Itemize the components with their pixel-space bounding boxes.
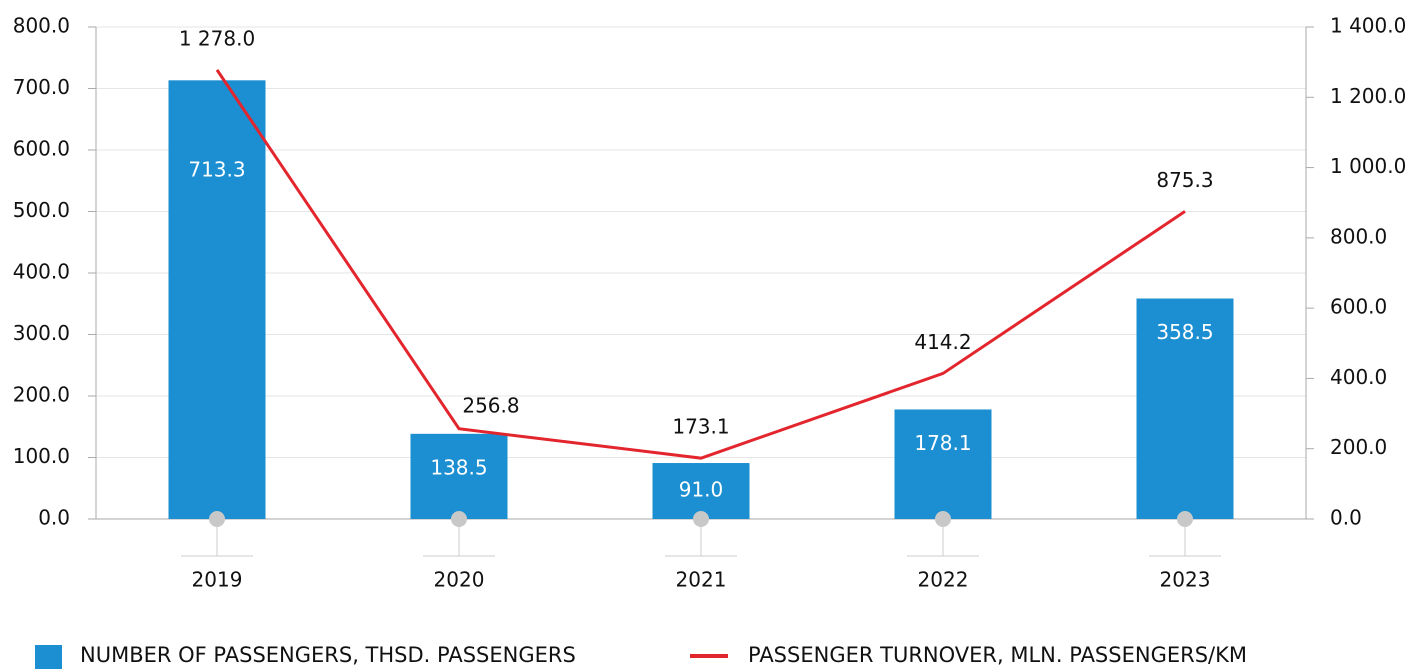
category-dot — [693, 511, 709, 527]
bar-value-label: 358.5 — [1156, 320, 1213, 344]
line-value-label: 173.1 — [672, 415, 729, 439]
y-tick-label: 800.0 — [13, 14, 70, 38]
category-dot — [935, 511, 951, 527]
bar — [894, 409, 992, 519]
legend-label: PASSENGER TURNOVER, MLN. PASSENGERS/KM — [748, 643, 1247, 667]
y-tick-label: 100.0 — [13, 444, 70, 468]
y2-tick-label: 400.0 — [1330, 365, 1387, 389]
y-tick-label: 600.0 — [13, 137, 70, 161]
y2-tick-label: 600.0 — [1330, 295, 1387, 319]
category-dot — [1177, 511, 1193, 527]
x-tick-label: 2020 — [434, 568, 485, 592]
line-value-label: 1 278.0 — [179, 26, 255, 50]
y-tick-label: 400.0 — [13, 260, 70, 284]
y-tick-label: 700.0 — [13, 75, 70, 99]
line-value-label: 414.2 — [914, 330, 971, 354]
bar — [168, 80, 266, 520]
line-value-label: 875.3 — [1156, 168, 1213, 192]
bar — [410, 433, 508, 519]
x-tick-label: 2019 — [192, 568, 243, 592]
y2-tick-label: 800.0 — [1330, 224, 1387, 248]
y2-tick-label: 0.0 — [1330, 506, 1362, 530]
y-tick-label: 500.0 — [13, 198, 70, 222]
legend-swatch — [35, 645, 62, 669]
y-tick-label: 0.0 — [38, 506, 70, 530]
y2-tick-label: 1 000.0 — [1330, 154, 1406, 178]
legend-label: NUMBER OF PASSENGERS, THSD. PASSENGERS — [80, 643, 576, 667]
category-dot — [209, 511, 225, 527]
bar — [652, 463, 750, 519]
category-dot — [451, 511, 467, 527]
line-value-label: 256.8 — [462, 393, 519, 417]
bar-value-label: 91.0 — [679, 478, 724, 502]
bar-value-label: 138.5 — [430, 455, 487, 479]
bar — [1136, 298, 1234, 519]
y2-tick-label: 1 400.0 — [1330, 14, 1406, 38]
bar-value-label: 713.3 — [188, 157, 245, 181]
y-tick-label: 300.0 — [13, 321, 70, 345]
y-tick-label: 200.0 — [13, 383, 70, 407]
line — [215, 69, 1186, 460]
x-tick-label: 2022 — [918, 568, 969, 592]
y2-tick-label: 200.0 — [1330, 435, 1387, 459]
bar-value-label: 178.1 — [914, 431, 971, 455]
y2-tick-label: 1 200.0 — [1330, 84, 1406, 108]
x-tick-label: 2023 — [1160, 568, 1211, 592]
x-tick-label: 2021 — [676, 568, 727, 592]
